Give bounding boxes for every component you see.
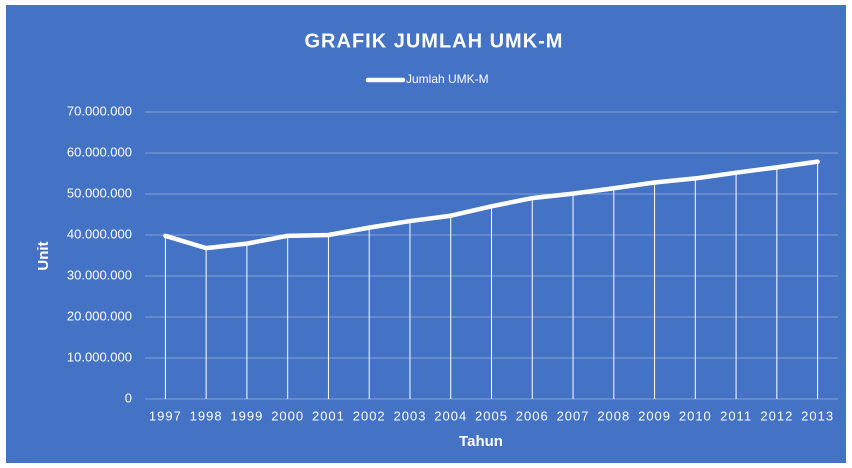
x-tick-label: 1999 [230, 408, 263, 423]
y-tick-label: 40.000.000 [67, 226, 132, 241]
y-tick-label: 30.000.000 [67, 267, 132, 282]
x-tick-label: 2003 [394, 408, 427, 423]
y-tick-label: 0 [125, 390, 132, 405]
y-tick-label: 10.000.000 [67, 349, 132, 364]
x-tick-label: 2013 [801, 408, 834, 423]
chart-background [6, 5, 846, 463]
series-line [163, 159, 820, 251]
x-tick-label: 2008 [597, 408, 630, 423]
x-tick-label: 2002 [353, 408, 386, 423]
y-axis-title: Unit [35, 241, 52, 270]
x-tick-label: 2010 [679, 408, 712, 423]
x-tick-label: 2009 [638, 408, 671, 423]
x-tick-label: 1998 [190, 408, 223, 423]
x-tick-label: 2000 [271, 408, 304, 423]
legend-label: Jumlah UMK-M [406, 72, 489, 86]
x-tick-label: 2006 [516, 408, 549, 423]
x-tick-label: 2001 [312, 408, 345, 423]
x-tick-label: 2007 [557, 408, 590, 423]
x-tick-label: 1997 [149, 408, 182, 423]
y-tick-label: 60.000.000 [67, 144, 132, 159]
x-tick-label: 2012 [760, 408, 793, 423]
x-axis-title: Tahun [459, 433, 503, 450]
x-tick-label: 2005 [475, 408, 508, 423]
y-tick-label: 20.000.000 [67, 308, 132, 323]
x-tick-label: 2004 [434, 408, 467, 423]
x-tick-label: 2011 [720, 408, 752, 423]
chart-title: GRAFIK JUMLAH UMK-M [305, 30, 564, 52]
y-tick-label: 70.000.000 [67, 103, 132, 118]
y-tick-label: 50.000.000 [67, 185, 132, 200]
